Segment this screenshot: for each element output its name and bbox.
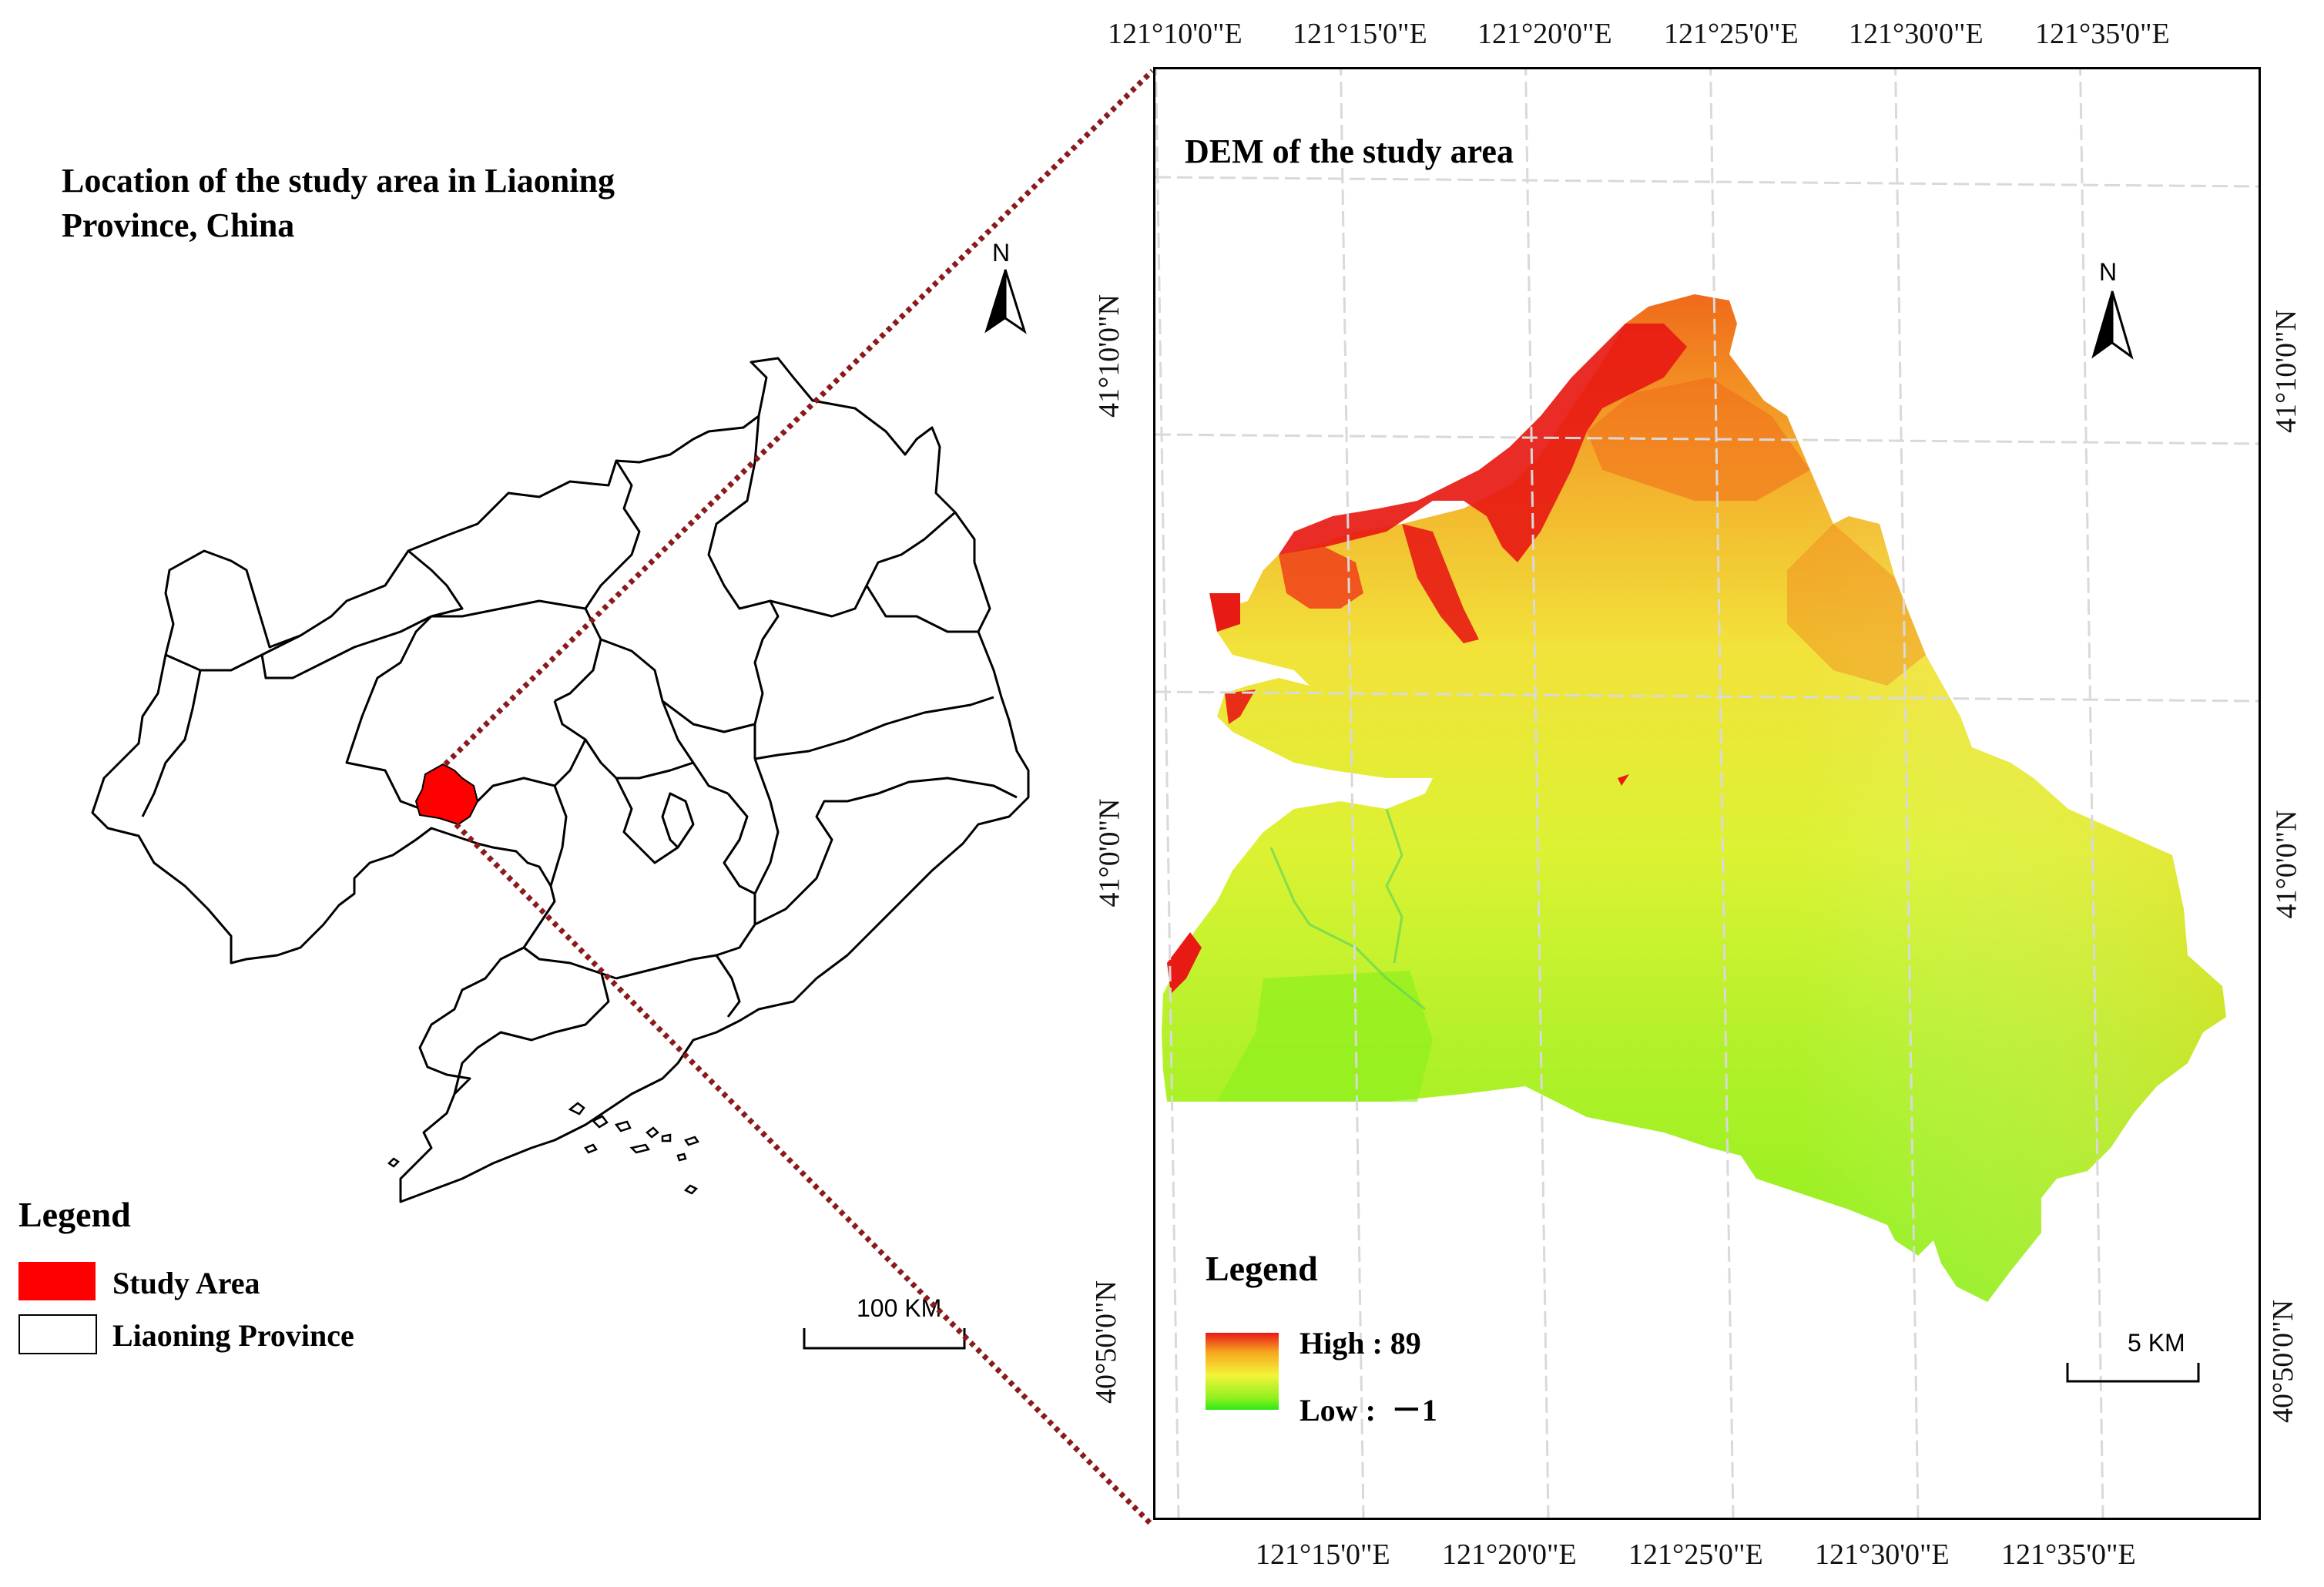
legend-swatch-liaoning-province xyxy=(18,1314,97,1354)
dem-legend: Legend High : 89 Low : －1 xyxy=(1206,1248,1529,1441)
connector-line-bottom xyxy=(454,822,1153,1526)
dem-map-frame xyxy=(1153,67,2261,1520)
left-legend: Legend Study Area Liaoning Province xyxy=(18,1194,450,1364)
dem-mid-zone xyxy=(1787,524,1926,686)
left-tick-label: 41°0'0"N xyxy=(1093,798,1126,908)
top-tick-label: 121°25'0"E xyxy=(1664,18,1799,50)
legend-label-study-area: Study Area xyxy=(112,1266,260,1300)
river-line xyxy=(1269,847,1426,1011)
top-tick-label: 121°20'0"E xyxy=(1477,18,1612,50)
graticule-lon xyxy=(1524,69,1550,1518)
left-legend-title: Legend xyxy=(18,1195,131,1234)
left-map-title: Location of the study area in Liaoning P… xyxy=(62,159,615,248)
graticule-lat xyxy=(1155,690,2259,703)
island xyxy=(683,1184,699,1195)
left-map-title-line1: Location of the study area in Liaoning xyxy=(62,162,615,200)
island xyxy=(629,1143,651,1154)
dem-high-zone xyxy=(1279,547,1363,609)
graticule-lon xyxy=(1709,69,1735,1518)
top-tick-label: 121°10'0"E xyxy=(1108,18,1242,50)
legend-label-liaoning-province: Liaoning Province xyxy=(112,1318,354,1353)
dem-color-ramp xyxy=(1206,1333,1279,1410)
graticule-lat xyxy=(1155,433,2259,445)
island xyxy=(661,1133,672,1142)
right-tick-label: 40°50'0"N xyxy=(2267,1300,2299,1423)
dem-legend-low: Low : －1 xyxy=(1299,1393,1437,1428)
province-boundary xyxy=(91,357,1030,1203)
legend-swatch-study-area xyxy=(18,1262,96,1300)
left-north-arrow: N xyxy=(978,239,1032,339)
dem-high-zone xyxy=(1402,524,1479,643)
island xyxy=(568,1102,585,1116)
right-scale-bar: 5 KM xyxy=(2064,1329,2203,1391)
right-tick-label: 41°0'0"N xyxy=(2270,810,2303,919)
left-tick-label: 40°50'0"N xyxy=(1090,1280,1122,1404)
top-tick-label: 121°15'0"E xyxy=(1293,18,1427,50)
island xyxy=(676,1153,687,1162)
right-north-arrow: N xyxy=(2085,258,2139,366)
island xyxy=(646,1126,659,1139)
graticule-lon xyxy=(1155,69,1180,1518)
island xyxy=(591,1115,609,1129)
bottom-tick-label: 121°20'0"E xyxy=(1442,1538,1577,1571)
graticule-lat xyxy=(1155,176,2259,188)
dem-high-zone xyxy=(1209,593,1240,632)
graticule-lon xyxy=(1340,69,1365,1518)
study-area-highlight xyxy=(414,763,479,826)
dem-low-zone xyxy=(1217,971,1433,1102)
bottom-tick-label: 121°15'0"E xyxy=(1256,1538,1390,1571)
liaoning-province-map xyxy=(91,357,1030,1203)
left-tick-label: 41°10'0"N xyxy=(1093,294,1125,418)
river-line xyxy=(1385,808,1403,964)
north-arrow-icon xyxy=(984,269,1027,334)
north-arrow-icon xyxy=(2091,290,2134,360)
connector-line-top xyxy=(443,69,1155,767)
right-scale-label: 5 KM xyxy=(2128,1329,2185,1357)
bottom-tick-label: 121°30'0"E xyxy=(1815,1538,1950,1571)
dem-high-zone xyxy=(1618,774,1629,786)
right-north-label: N xyxy=(2099,258,2118,286)
left-north-label: N xyxy=(992,239,1011,267)
dem-map-canvas xyxy=(1155,69,2259,1518)
top-tick-label: 121°30'0"E xyxy=(1849,18,1984,50)
dem-map-title: DEM of the study area xyxy=(1185,133,1514,170)
scale-bar-line xyxy=(2066,1363,2200,1383)
dem-legend-title: Legend xyxy=(1206,1249,1318,1288)
island xyxy=(584,1143,598,1154)
island xyxy=(614,1120,632,1132)
left-map-title-line2: Province, China xyxy=(62,206,295,244)
graticule-lon xyxy=(1894,69,1920,1518)
dem-high-zone xyxy=(1225,689,1256,724)
bottom-tick-label: 121°35'0"E xyxy=(2001,1538,2136,1571)
graticule-lon xyxy=(2079,69,2104,1518)
island xyxy=(387,1157,400,1168)
dem-high-zone xyxy=(1279,324,1687,562)
right-tick-label: 41°10'0"N xyxy=(2270,310,2302,433)
dem-high-zone xyxy=(1167,932,1202,994)
bottom-tick-label: 121°25'0"E xyxy=(1628,1538,1763,1571)
top-tick-label: 121°35'0"E xyxy=(2035,18,2170,50)
island xyxy=(684,1136,699,1146)
dem-legend-high: High : 89 xyxy=(1299,1326,1421,1361)
